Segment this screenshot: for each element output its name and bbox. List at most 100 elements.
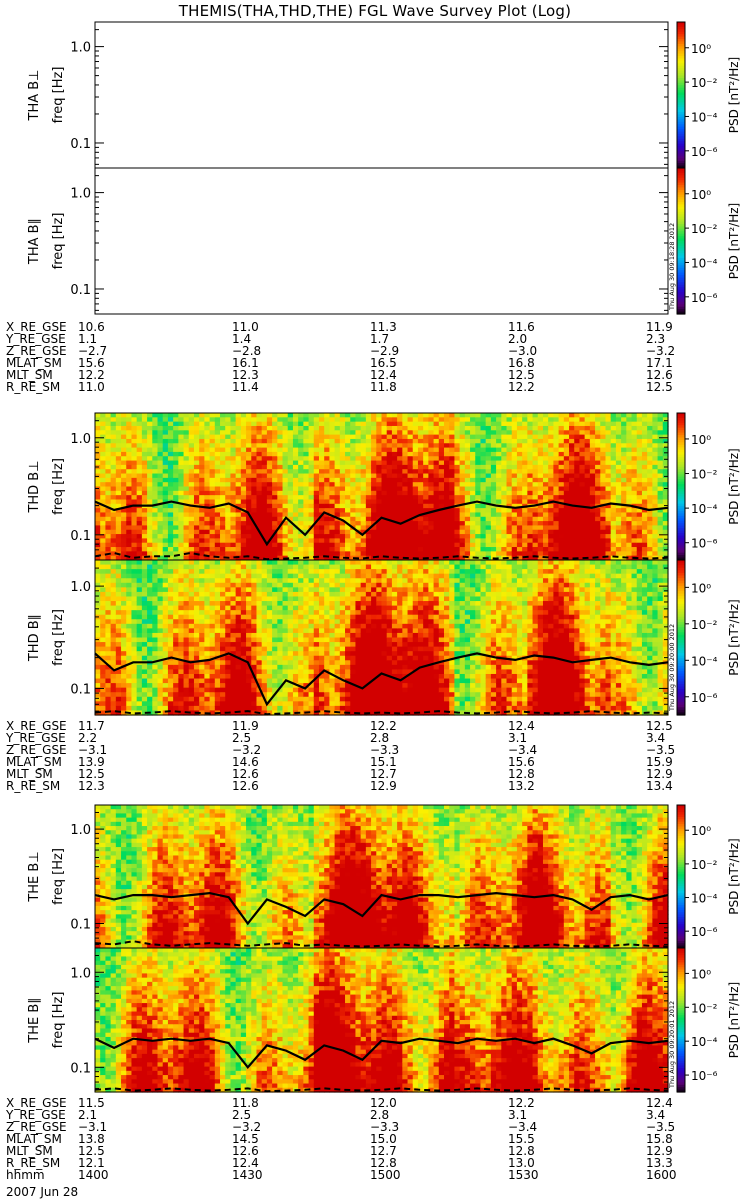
spectrogram-image: [95, 560, 669, 716]
ephemeris-value: 1.7: [370, 332, 390, 346]
y-tick-label-2: 0.1: [70, 529, 91, 544]
spectrogram-image: [95, 948, 669, 1093]
ephemeris-value: 11.4: [232, 380, 259, 394]
ephemeris-value: 1.4: [232, 332, 252, 346]
gyrofrequency-line: [94, 500, 669, 547]
y-tick-label-1: 1.0: [70, 432, 91, 447]
ephemeris-value: −2.9: [370, 344, 400, 358]
ephemeris-row-name: MLT_SM: [6, 368, 53, 382]
ephemeris-value: −3.3: [370, 743, 400, 757]
spectrogram-panel-4: 1.0 0.1 THD B∥ freq [Hz] 10⁰ 10⁻² 10⁻⁴ 10⁻⁶ PSD …: [27, 559, 741, 716]
ephemeris-value: 3.1: [508, 731, 528, 745]
y-tick-label-2: 0.1: [70, 682, 91, 697]
ephemeris-row-name: MLAT_SM: [6, 755, 62, 769]
ephemeris-value: 17.1: [646, 356, 673, 370]
ephemeris-value: 12.8: [508, 1144, 535, 1158]
ephemeris-value: 12.4: [232, 1156, 259, 1170]
ephemeris-value: −3.5: [646, 1120, 676, 1134]
ephemeris-value: 11.9: [232, 719, 259, 733]
colorbar-tick-4: 10⁻⁶: [691, 291, 718, 305]
panel-probe-label: THA B∥: [27, 218, 42, 265]
ephemeris-value: 11.9: [646, 320, 673, 334]
ephemeris-value: 12.5: [646, 719, 673, 733]
colorbar-tick-1: 10⁰: [691, 42, 711, 56]
colorbar-tick-1: 10⁰: [691, 967, 711, 981]
colorbar: 10⁰ 10⁻² 10⁻⁴ 10⁻⁶ PSD [nT²/Hz]: [676, 412, 741, 561]
ephemeris-value: 11.3: [370, 320, 397, 334]
ephemeris-value: 11.7: [78, 719, 105, 733]
panel-ylabel: freq [Hz]: [51, 458, 66, 515]
colorbar-tick-2: 10⁻²: [691, 618, 718, 632]
generation-timestamp: Thu Aug 30 09:18:28 2012: [668, 223, 676, 311]
ephemeris-row-name: MLAT_SM: [6, 1132, 62, 1146]
panel-ylabel: freq [Hz]: [51, 213, 66, 270]
colorbar-tick-4: 10⁻⁶: [691, 145, 718, 159]
ephemeris-value: 12.3: [78, 779, 105, 793]
ephemeris-value: −3.2: [232, 743, 262, 757]
y-tick-label-1: 1.0: [70, 823, 91, 838]
ephemeris-value: 12.8: [370, 1156, 397, 1170]
y-tick-label-2: 0.1: [70, 283, 91, 298]
ephemeris-value: 12.5: [78, 767, 105, 781]
ephemeris-value: 15.9: [646, 755, 673, 769]
spectrogram-image: [95, 805, 669, 949]
ephemeris-value: −3.0: [508, 344, 538, 358]
colorbar: 10⁰ 10⁻² 10⁻⁴ 10⁻⁶ PSD [nT²/Hz]: [676, 559, 741, 716]
panel-frame: [94, 21, 669, 169]
ephemeris-value: 12.4: [508, 719, 535, 733]
ephemeris-value: 13.9: [78, 755, 105, 769]
ephemeris-value: 1.1: [78, 332, 98, 346]
ephemeris-row-name: MLT_SM: [6, 767, 53, 781]
ephemeris-value: 13.4: [646, 779, 673, 793]
ephemeris-value: −3.4: [508, 1120, 538, 1134]
ephemeris-value: 12.9: [370, 779, 397, 793]
y-tick-label-1: 1.0: [70, 41, 91, 56]
ephemeris-row-name: X_RE_GSE: [6, 1096, 67, 1110]
colorbar-tick-3: 10⁻⁴: [691, 256, 718, 270]
ephemeris-row-name: MLT_SM: [6, 1144, 53, 1158]
ephemeris-value: 15.0: [370, 1132, 397, 1146]
ephemeris-value: 11.8: [232, 1096, 259, 1110]
ephemeris-row-name: Z_RE_GSE: [6, 1120, 67, 1134]
colorbar-tick-3: 10⁻⁴: [691, 1035, 718, 1049]
colorbar-tick-3: 10⁻⁴: [691, 110, 718, 124]
ephemeris-value: 12.2: [78, 368, 105, 382]
colorbar-label: PSD [nT²/Hz]: [727, 982, 741, 1058]
ephemeris-value: 12.9: [646, 1144, 673, 1158]
ephemeris-value: 12.5: [78, 1144, 105, 1158]
ephemeris-value: 14.5: [232, 1132, 259, 1146]
ephemeris-value: 12.5: [508, 368, 535, 382]
ephemeris-value: 11.5: [78, 1096, 105, 1110]
ephemeris-value: 12.4: [370, 368, 397, 382]
colorbar-tick-2: 10⁻²: [691, 222, 718, 236]
panel-probe-label: THD B∥: [27, 614, 42, 662]
ephemeris-row-name: Y_RE_GSE: [6, 332, 66, 346]
ephemeris-value: 1430: [232, 1168, 263, 1182]
gyrofrequency-line: [94, 652, 669, 707]
ephemeris-value: 16.8: [508, 356, 535, 370]
colorbar-tick-1: 10⁰: [691, 581, 711, 595]
colorbar-tick-4: 10⁻⁶: [691, 1069, 718, 1083]
ephemeris-value: 12.5: [646, 380, 673, 394]
ephemeris-value: −3.4: [508, 743, 538, 757]
ephemeris-value: 15.6: [508, 755, 535, 769]
ephemeris-value: −2.7: [78, 344, 108, 358]
ephemeris-value: −3.3: [370, 1120, 400, 1134]
colorbar: 10⁰ 10⁻² 10⁻⁴ 10⁻⁶ PSD [nT²/Hz]: [676, 947, 741, 1093]
colorbar-tick-4: 10⁻⁶: [691, 537, 718, 551]
colorbar-tick-2: 10⁻²: [691, 1001, 718, 1015]
panel-probe-label: THD B⊥: [27, 460, 42, 513]
ephemeris-value: 12.9: [646, 767, 673, 781]
ephemeris-row-name: X_RE_GSE: [6, 719, 67, 733]
ephemeris-value: 11.0: [78, 380, 105, 394]
ephemeris-value: −3.2: [232, 1120, 262, 1134]
y-tick-label-2: 0.1: [70, 1061, 91, 1076]
y-tick-label-1: 1.0: [70, 580, 91, 595]
ephemeris-value: 1530: [508, 1168, 539, 1182]
ephemeris-row-name: MLAT_SM: [6, 356, 62, 370]
plot-title: THEMIS(THA,THD,THE) FGL Wave Survey Plot…: [178, 2, 572, 20]
ephemeris-value: 13.2: [508, 779, 535, 793]
colorbar-tick-3: 10⁻⁴: [691, 892, 718, 906]
ephemeris-value: 16.5: [370, 356, 397, 370]
